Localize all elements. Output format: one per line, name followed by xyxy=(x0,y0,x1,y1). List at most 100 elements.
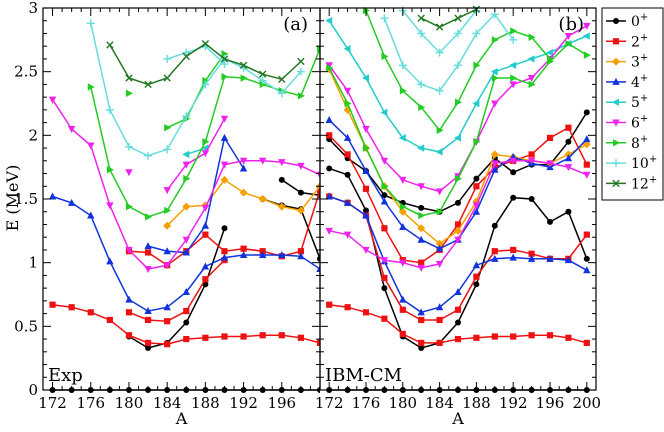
data-point xyxy=(380,14,389,23)
x-tick-label: 176 xyxy=(76,394,105,412)
data-point xyxy=(472,207,481,215)
panel-tag: (b) xyxy=(558,14,584,35)
data-point xyxy=(202,334,209,341)
data-point xyxy=(87,142,95,150)
data-point xyxy=(48,192,57,200)
data-point xyxy=(297,248,304,255)
legend-marker xyxy=(612,159,620,168)
x-axis: 172 176 180 184 188 192 196 200 A xyxy=(315,8,601,428)
data-point xyxy=(381,52,389,61)
data-point xyxy=(547,55,554,63)
data-point xyxy=(221,73,229,81)
data-point xyxy=(381,285,388,292)
legend-label: 2+ xyxy=(631,32,648,50)
data-point xyxy=(510,27,518,35)
data-point xyxy=(362,246,370,254)
data-point xyxy=(546,160,554,168)
data-point xyxy=(343,133,352,141)
data-point xyxy=(163,221,172,230)
data-point xyxy=(510,194,517,201)
data-point xyxy=(49,301,56,308)
data-point xyxy=(509,253,517,261)
data-point xyxy=(381,192,388,199)
data-point xyxy=(473,334,480,341)
data-point xyxy=(398,134,406,142)
data-point xyxy=(454,29,462,38)
data-point xyxy=(399,259,407,267)
data-point xyxy=(182,287,190,295)
x-tick-label: 196 xyxy=(267,394,296,412)
y-tick-label: 2 xyxy=(28,126,38,144)
data-point xyxy=(491,74,499,82)
data-point xyxy=(182,112,191,121)
data-point xyxy=(564,33,573,41)
data-point xyxy=(277,89,286,98)
data-point xyxy=(326,132,333,139)
x-tick-label: 180 xyxy=(388,394,417,412)
data-point xyxy=(435,48,444,57)
data-point xyxy=(48,96,57,104)
legend-entry: 3+ xyxy=(606,53,648,71)
data-point xyxy=(239,61,248,69)
x-axis-title: A xyxy=(451,409,464,427)
data-point xyxy=(125,89,133,98)
y-axis-title: E (MeV) xyxy=(3,165,22,232)
data-point xyxy=(472,202,481,210)
data-point xyxy=(472,99,480,108)
data-point xyxy=(454,221,462,228)
data-point xyxy=(240,74,248,82)
data-point xyxy=(163,187,171,195)
data-point xyxy=(258,157,267,165)
data-point xyxy=(144,249,152,256)
data-point xyxy=(258,76,267,85)
series-line xyxy=(166,178,320,227)
series-6plus xyxy=(48,96,320,274)
data-point xyxy=(278,159,286,167)
series-line xyxy=(420,8,477,28)
data-point xyxy=(455,199,461,206)
data-point xyxy=(435,260,444,268)
data-point xyxy=(583,339,590,346)
data-point xyxy=(399,176,407,184)
series-line xyxy=(90,23,302,157)
x-tick-label: 180 xyxy=(115,394,144,412)
data-point xyxy=(435,148,443,156)
legend-label: 6+ xyxy=(631,114,648,132)
series-line xyxy=(128,228,226,349)
data-point xyxy=(220,115,229,123)
data-point xyxy=(278,332,285,339)
data-point xyxy=(399,306,406,313)
data-point xyxy=(202,138,210,146)
legend-marker xyxy=(612,57,620,66)
y-tick-label: 0.5 xyxy=(14,317,38,335)
y-tick-label: 0 xyxy=(28,381,38,399)
series-5plus xyxy=(325,17,590,156)
legend-entry: 0+ xyxy=(606,12,648,30)
data-point xyxy=(220,161,229,169)
data-point xyxy=(125,246,133,254)
data-point xyxy=(125,74,133,82)
data-point xyxy=(436,316,443,324)
data-point xyxy=(67,125,76,133)
data-point xyxy=(527,254,536,262)
x-tick-label: 200 xyxy=(572,394,601,412)
data-point xyxy=(344,304,351,311)
data-point xyxy=(326,301,333,308)
data-point xyxy=(583,171,591,179)
plot-area xyxy=(325,5,591,393)
data-point xyxy=(183,319,190,326)
data-point xyxy=(297,189,304,196)
data-point xyxy=(564,256,573,264)
data-point xyxy=(381,274,388,282)
data-point xyxy=(380,257,389,265)
data-point xyxy=(239,188,248,197)
data-point xyxy=(201,39,210,48)
plot-frame xyxy=(42,7,321,391)
data-point xyxy=(201,262,210,270)
data-point xyxy=(582,32,590,40)
data-point xyxy=(454,226,462,235)
data-point xyxy=(239,164,248,172)
series-10plus xyxy=(380,6,518,95)
series-line xyxy=(90,48,320,218)
data-point xyxy=(418,259,425,266)
